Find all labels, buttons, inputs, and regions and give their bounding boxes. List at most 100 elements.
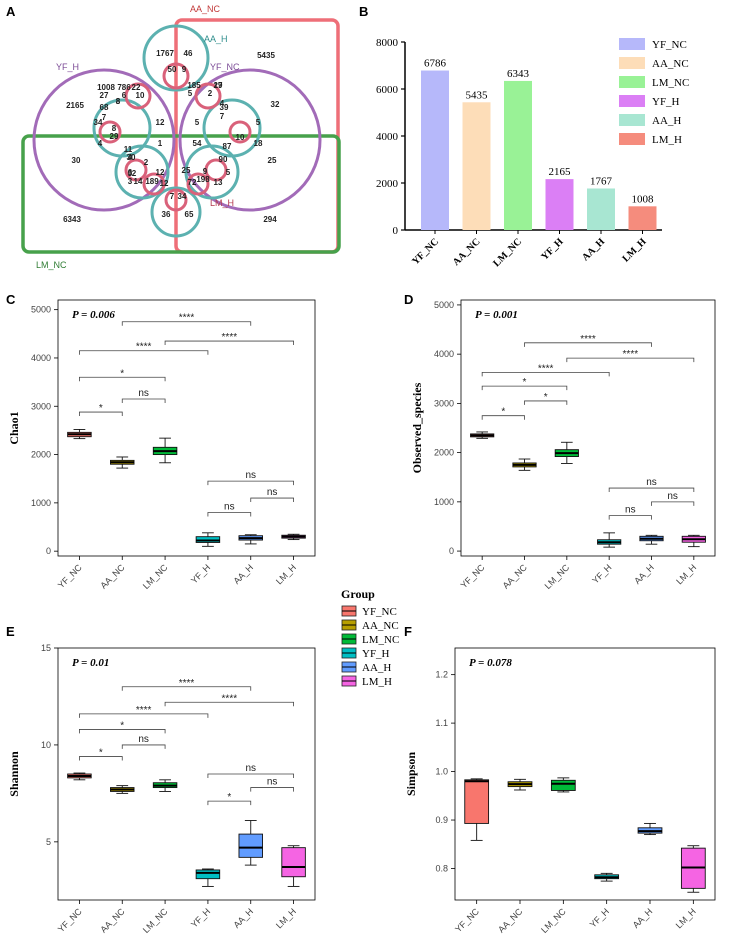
significance-label: ****	[623, 349, 639, 360]
venn-region-count: 5	[226, 168, 231, 177]
significance-label: ****	[580, 334, 596, 345]
simpson-panel: F 0.8 0.9 1.0 1.1 1.2 Simpson P = 0.078 YF_NC AA_…	[404, 624, 716, 935]
legend-label: AA_NC	[652, 58, 689, 70]
significance-label: ns	[245, 763, 256, 774]
venn-region-count: 72	[188, 178, 197, 187]
significance-label: ****	[136, 342, 152, 353]
bar-value-label: 1767	[590, 175, 613, 187]
venn-label-yf-h: YF_H	[56, 62, 79, 72]
venn-region-count: 32	[271, 100, 280, 109]
venn-region-count: 1767	[156, 49, 174, 58]
venn-region-count: 27	[100, 91, 109, 100]
significance-label: ****	[222, 693, 238, 704]
venn-region-count: 3	[128, 177, 133, 186]
venn-region-count: 7	[170, 192, 175, 201]
venn-region-count: 36	[162, 210, 171, 219]
venn-region-count: 4	[220, 99, 225, 108]
venn-region-count: 12	[156, 118, 165, 127]
venn-region-count: 30	[127, 153, 136, 162]
x-tick-label: AA_H	[632, 562, 656, 586]
y-tick-label: 8000	[376, 37, 399, 49]
venn-region-count: 25	[182, 166, 191, 175]
significance-label: *	[501, 407, 505, 418]
x-tick-label: AA_NC	[98, 906, 127, 935]
legend-label: AA_H	[362, 662, 391, 674]
bar-panel: B 0 2000 4000 6000 8000 6786 YF_NC 5435 AA_NC 6343…	[359, 4, 689, 269]
bar	[462, 102, 491, 230]
shannon-panel: E 5 10 15 Shannon P = 0.01 YF_NC AA_NC LM_NC YF_H…	[6, 624, 316, 935]
x-tick-label: AA_H	[631, 906, 655, 930]
legend-label: LM_NC	[652, 77, 689, 89]
venn-region-count: 6343	[63, 215, 81, 224]
y-tick-label: 0	[449, 546, 454, 556]
venn-region-count: 786	[117, 83, 131, 92]
y-tick-label: 5000	[434, 300, 454, 310]
panel-label: D	[404, 292, 413, 307]
significance-bracket	[164, 340, 294, 346]
venn-set-lm-h-2	[194, 82, 222, 110]
venn-region-count: 17	[214, 81, 223, 90]
venn-region-count: 25	[268, 156, 277, 165]
venn-set-lm-h-9	[186, 172, 210, 196]
x-tick-label: LM_H	[274, 562, 298, 586]
y-tick-label: 2000	[434, 448, 454, 458]
y-tick-label: 1.0	[435, 767, 448, 777]
x-tick-label: LM_H	[674, 906, 698, 930]
panel-label-a: A	[6, 4, 16, 19]
bar-value-label: 5435	[466, 89, 489, 101]
significance-bracket	[651, 501, 695, 506]
significance-label: *	[523, 377, 527, 388]
x-tick-label: LM_NC	[539, 906, 568, 935]
venn-region-count: 54	[193, 139, 202, 148]
significance-bracket	[207, 480, 294, 486]
venn-region-count: 5435	[257, 51, 275, 60]
venn-set-lm-h-0	[162, 62, 190, 90]
venn-label-yf-nc: YF_NC	[210, 62, 240, 72]
venn-region-count: 65	[185, 210, 194, 219]
venn-region-count: 68	[100, 103, 109, 112]
significance-label: *	[227, 792, 231, 803]
venn-region-count: 90	[219, 155, 228, 164]
x-tick-label: LM_NC	[141, 562, 170, 591]
x-tick-label: LM_NC	[543, 562, 572, 591]
x-tick-label: YF_H	[590, 562, 613, 585]
venn-region-count: 10	[236, 133, 245, 142]
venn-region-count: 2165	[66, 101, 84, 110]
venn-region-count: 12	[156, 168, 165, 177]
legend-title: Group	[341, 587, 375, 601]
bar	[504, 80, 532, 230]
panel-label-b: B	[359, 4, 368, 19]
venn-set-lm-h-5	[124, 158, 148, 182]
significance-bracket	[481, 415, 525, 420]
significance-label: ns	[224, 502, 235, 513]
significance-bracket	[207, 512, 252, 517]
significance-bracket	[79, 729, 166, 734]
significance-bracket	[566, 357, 695, 363]
x-tick-label: AA_NC	[496, 906, 525, 935]
venn-label-lm-h: LM_H	[210, 198, 234, 208]
significance-bracket	[207, 773, 294, 778]
significance-label: ns	[267, 487, 278, 498]
p-value-label: P = 0.006	[72, 309, 115, 321]
x-tick-label: LM_H	[620, 236, 648, 264]
panel-label: C	[6, 292, 16, 307]
venn-region-count: 18	[254, 139, 263, 148]
venn-region-count: 5	[195, 118, 200, 127]
plot-frame	[460, 299, 716, 557]
legend-label: YF_NC	[652, 39, 687, 51]
significance-label: ns	[625, 505, 636, 516]
box-body	[464, 779, 490, 824]
venn-region-count: 22	[132, 83, 141, 92]
venn-region-count: 8	[116, 97, 121, 106]
y-axis-label: Observed_species	[410, 382, 424, 473]
panel-label: F	[404, 624, 412, 639]
venn-region-count: 9	[182, 65, 187, 74]
significance-bracket	[481, 371, 610, 377]
significance-label: *	[544, 392, 548, 403]
legend-label: AA_H	[652, 115, 681, 127]
y-tick-label: 15	[41, 643, 51, 653]
venn-region-count: 5	[256, 118, 261, 127]
panel-label: E	[6, 624, 15, 639]
x-tick-label: YF_NC	[459, 562, 487, 590]
